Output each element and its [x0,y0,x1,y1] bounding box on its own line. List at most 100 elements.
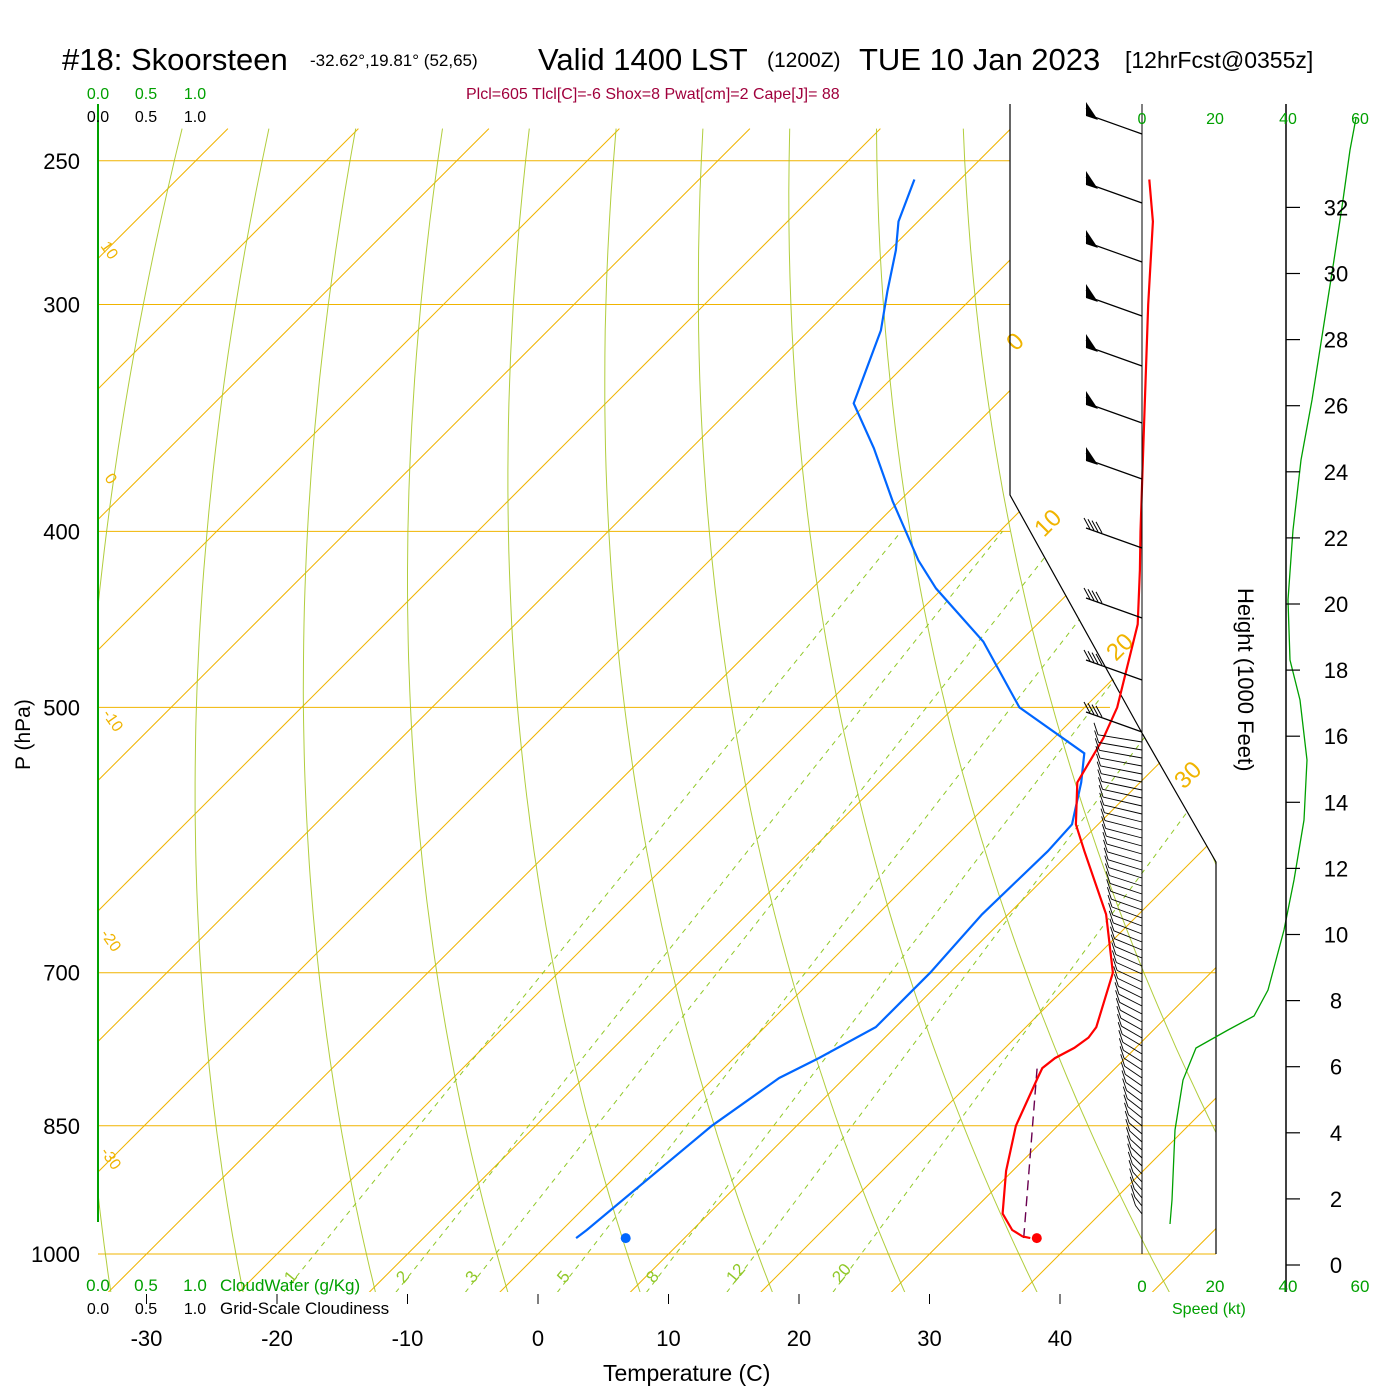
wind-barb-staff [1098,742,1143,751]
wind-barb-staff [1121,1033,1143,1047]
wind-barb-staff [1100,765,1143,775]
wind-barb-feather [1120,1054,1126,1067]
wind-barb-feather [1091,520,1099,532]
wind-barb-feather [1111,950,1117,963]
isotherm-line [629,128,1216,1292]
pressure-tick-label: 250 [43,149,80,174]
wind-barb-feather [1098,784,1104,798]
wind-barb-feather [1091,652,1099,664]
wind-barb-staff [1112,914,1143,927]
cloud-water-tick-top: 0.5 [135,86,157,103]
surface-temp-dot [1031,1233,1042,1244]
wind-barb-feather [1128,1160,1134,1173]
wind-barb-staff [1120,1017,1143,1031]
wind-barb-staff [1110,890,1143,903]
wind-barb-staff [1124,1065,1143,1079]
pressure-tick-label: 850 [43,1114,80,1139]
pressure-tick-label: 400 [43,519,80,544]
wind-barb-staff [1105,827,1143,839]
height-tick-label: 2 [1330,1187,1342,1212]
mixing-ratio-line [464,531,1066,1292]
cloud-water-tick-bottom: 1.0 [183,1276,207,1295]
wind-barb-feather [1122,1078,1128,1091]
height-tick-label: 0 [1330,1253,1342,1278]
wind-barb-staff [1121,1025,1143,1039]
wind-barb [1085,334,1143,367]
pressure-tick-label: 1000 [31,1242,80,1267]
isotherm-line [499,128,1216,1292]
wind-barb-feather [1101,816,1107,829]
dry-adiabat [697,128,906,1292]
wind-barb-staff [1130,1138,1143,1151]
wind-barb-feather [1087,519,1095,531]
speed-tick-bottom: 60 [1351,1277,1370,1296]
wind-barb-staff [1122,1041,1143,1055]
height-tick-label: 16 [1324,724,1348,749]
wind-barb-staff [1129,1130,1143,1143]
wind-barb-staff [1117,977,1143,991]
wind-barb-staff [1123,1057,1143,1071]
wind-barb-staff [1115,946,1143,959]
isotherm-line [890,128,1216,1292]
wind-barb-feather [1105,871,1111,884]
isotherm-line [98,128,881,1292]
wind-barb-staff [1101,781,1143,791]
cloudiness-tick-bottom: 1.0 [184,1301,206,1318]
wind-barb-feather [1099,800,1105,813]
wind-barb-staff [1132,1171,1143,1183]
speed-scale-top: 0 20 40 60 [1138,111,1369,128]
wind-barb-staff [1085,527,1143,549]
wind-barb-feather [1098,777,1103,790]
valid-date: TUE 10 Jan 2023 [859,42,1100,77]
wind-barb-feather [1097,769,1103,782]
wind-barb-feather [1096,753,1101,767]
mixing-ratio-line [283,531,902,1292]
wind-barb [1083,701,1143,733]
cloudiness-tick-top: 1.0 [184,109,206,126]
wind-barb-staff [1133,1188,1143,1199]
dry-adiabat [98,128,183,1292]
wind-barb-feather [1117,1014,1122,1027]
dry-adiabat [407,128,509,1292]
wind-barb-staff [1128,1114,1143,1127]
height-tick-label: 32 [1324,195,1348,220]
mixing-ratio-line [726,531,1216,1292]
dry-adiabat-grid [98,128,1216,1292]
wind-barb-feather [1083,517,1091,530]
wind-barb-feather [1100,808,1106,821]
temperature-tick-label: -10 [392,1326,424,1351]
wind-barb-feather [1120,1062,1126,1075]
wind-barb-feather [1085,396,1095,407]
dry-adiabat [604,128,773,1292]
wind-barb-staff [1111,898,1143,911]
wind-barb-feather [1101,824,1107,837]
wind-barb-feather [1112,958,1118,971]
height-tick-label: 12 [1324,856,1348,881]
wind-barb-feather [1091,590,1099,602]
wind-barb-feather [1121,1070,1127,1083]
wind-barb-staff [1097,734,1143,743]
wind-barb-feather [1115,990,1121,1003]
mixing-ratio-label: 3 [462,1267,483,1286]
wind-barb-staff [1130,1147,1143,1159]
wind-barb-feather [1124,1110,1130,1124]
height-tick-label: 14 [1324,790,1348,815]
temperature-line [1001,179,1155,1240]
wind-barb-feather [1106,887,1112,900]
wind-barb-staff [1123,1049,1143,1063]
wind-barb-feather [1103,839,1108,853]
isotherm-line [1151,128,1216,1292]
isotherm-line [98,128,751,1292]
isotherm-label: 0 [101,471,120,488]
wind-barb [1085,284,1143,317]
wind-barb-feather [1125,1118,1131,1132]
wind-barb-staff [1085,659,1143,681]
wind-barb-feather [1095,745,1101,759]
wind-barb-staff [1113,930,1143,943]
wind-barb-feather [1109,918,1115,931]
wind-barb-feather [1108,902,1114,916]
wind-barb-staff [1104,820,1143,831]
wind-barb-staff [1133,1180,1143,1191]
pressure-tick-label: 700 [43,961,80,986]
